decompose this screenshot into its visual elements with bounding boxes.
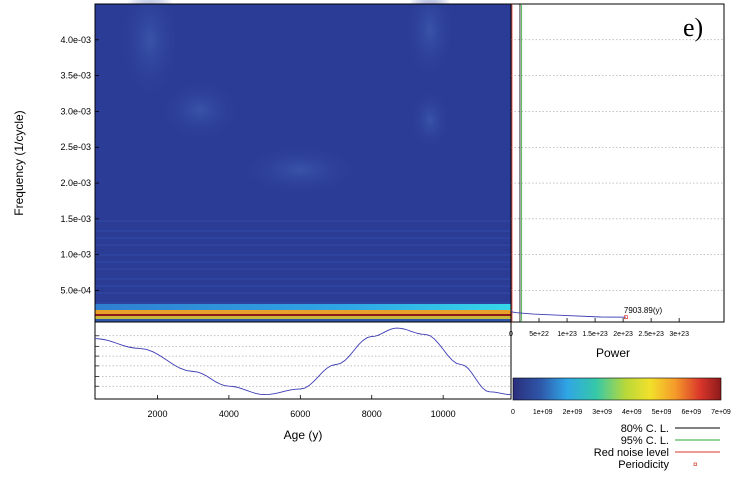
power-x-tick-label: 0 — [509, 331, 513, 338]
periodicity-label: 7903.89(y) — [624, 306, 663, 315]
timeseries-grid — [95, 335, 511, 387]
timeseries-line — [94, 327, 512, 396]
periodicity-marker — [624, 315, 628, 320]
legend-entry-label: Red noise level — [594, 447, 669, 459]
heatmap-y-tick-label: 2.5e-03 — [60, 142, 91, 152]
heatmap-streak — [95, 244, 511, 246]
heatmap-streak — [95, 254, 511, 256]
heatmap-streak — [95, 249, 511, 251]
heatmap-y-tick-label: 1.5e-03 — [60, 214, 91, 224]
heatmap-streak — [95, 290, 511, 292]
heatmap-streak — [95, 232, 511, 234]
heatmap-streak — [95, 285, 511, 287]
colorbar-tick-label: 1e+09 — [533, 409, 553, 416]
frequency-axis-label: Frequency (1/cycle) — [12, 110, 26, 215]
legend-entry-label: 95% C. L. — [621, 435, 669, 447]
heatmap-streak — [95, 261, 511, 263]
heatmap-y-tick-label: 3.0e-03 — [60, 106, 91, 116]
power-x-tick-label: 2e+23 — [613, 331, 633, 338]
heatmap-streak — [95, 280, 511, 282]
heatmap-blob — [410, 90, 450, 150]
heatmap-streak — [95, 278, 511, 280]
heatmap-blob — [405, 0, 455, 80]
power-x-tick-label: 1e+23 — [557, 331, 577, 338]
heatmap-streak — [95, 292, 511, 294]
heatmap-streak — [95, 220, 511, 222]
power-x-tick-label: 5e+22 — [529, 331, 549, 338]
colorbar-tick-label: 6e+09 — [681, 409, 701, 416]
colorbar-tick-label: 3e+09 — [592, 409, 612, 416]
colorbar-gradient — [512, 377, 722, 401]
power-x-tick-label: 3e+23 — [669, 331, 689, 338]
power-curve — [510, 310, 626, 318]
heatmap-yellow-band — [95, 316, 511, 319]
heatmap-streak — [95, 230, 511, 232]
heatmap-streak — [95, 242, 511, 244]
heatmap-streak — [95, 225, 511, 227]
timeseries-x-ticks: 2000 4000 6000 8000 10000 — [147, 395, 456, 419]
legend-marker — [693, 462, 697, 466]
heatmap-blob — [160, 80, 240, 140]
timeseries-x-tick-label: 6000 — [290, 409, 310, 419]
heatmap-orange-band — [95, 310, 511, 314]
heatmap-streak — [95, 273, 511, 275]
heatmap-red-band — [95, 314, 511, 316]
heatmap-streak — [95, 297, 511, 299]
legend-entry-label: Periodicity — [618, 459, 669, 471]
heatmap-y-tick-label: 3.5e-03 — [60, 71, 91, 81]
colorbar-tick-label: 0 — [511, 409, 515, 416]
legend-entry-label: 80% C. L. — [621, 423, 669, 435]
heatmap-streak — [95, 266, 511, 268]
heatmap-streak — [95, 302, 511, 304]
power-x-tick-label: 2.5e+23 — [638, 331, 664, 338]
power-frame — [510, 3, 725, 323]
power-x-tick-label: 1.5e+23 — [582, 331, 608, 338]
power-axis-label: Power — [596, 346, 630, 360]
colorbar-tick-label: 7e+09 — [711, 409, 731, 416]
age-axis-label: Age (y) — [284, 428, 323, 442]
timeseries-x-tick-label: 8000 — [362, 409, 382, 419]
heatmap-streak — [95, 256, 511, 258]
heatmap-y-tick-label: 4.0e-03 — [60, 35, 91, 45]
heatmap-blob — [120, 0, 180, 100]
panel-label: e) — [683, 13, 703, 42]
timeseries-x-tick-label: 2000 — [147, 409, 167, 419]
timeseries-x-tick-label: 4000 — [219, 409, 239, 419]
power-x-ticks: 0 5e+22 1e+23 1.5e+23 2e+23 2.5e+23 3e+23 — [509, 318, 689, 338]
timeseries-frame — [94, 321, 512, 400]
power-panel: 7903.89(y) 0 5e+22 1e+23 1.5e+23 2e+23 2.5e+2… — [509, 3, 725, 360]
colorbar-ticks: 0 1e+09 2e+09 3e+09 4e+09 5e+09 6e+09 7e+09 — [511, 409, 731, 416]
colorbar: 0 1e+09 2e+09 3e+09 4e+09 5e+09 6e+09 7e+09 — [511, 377, 731, 416]
heatmap-y-tick-label: 5.0e-04 — [60, 285, 91, 295]
legend: 80% C. L.95% C. L.Red noise levelPeriodi… — [594, 423, 720, 471]
heatmap-streak — [95, 268, 511, 270]
colorbar-tick-label: 2e+09 — [563, 409, 583, 416]
timeseries-panel: 2000 4000 6000 8000 10000 Age (y) — [94, 321, 512, 442]
colorbar-tick-label: 5e+09 — [652, 409, 672, 416]
heatmap-y-tick-label: 2.0e-03 — [60, 178, 91, 188]
heatmap-y-tick-label: 1.0e-03 — [60, 250, 91, 260]
heatmap-streak — [95, 237, 511, 239]
power-grid — [511, 39, 724, 291]
heatmap-y-ticks: 5.0e-04 1.0e-03 1.5e-03 2.0e-03 2.5e-03 3.0e-… — [60, 35, 99, 295]
timeseries-x-tick-label: 10000 — [431, 409, 456, 419]
heatmap-cyan-band — [95, 304, 511, 310]
heatmap-blob — [240, 145, 360, 195]
heatmap-panel: 5.0e-04 1.0e-03 1.5e-03 2.0e-03 2.5e-03 3.0e-… — [12, 0, 512, 323]
heatmap-bottom-band — [95, 319, 511, 322]
colorbar-tick-label: 4e+09 — [622, 409, 642, 416]
